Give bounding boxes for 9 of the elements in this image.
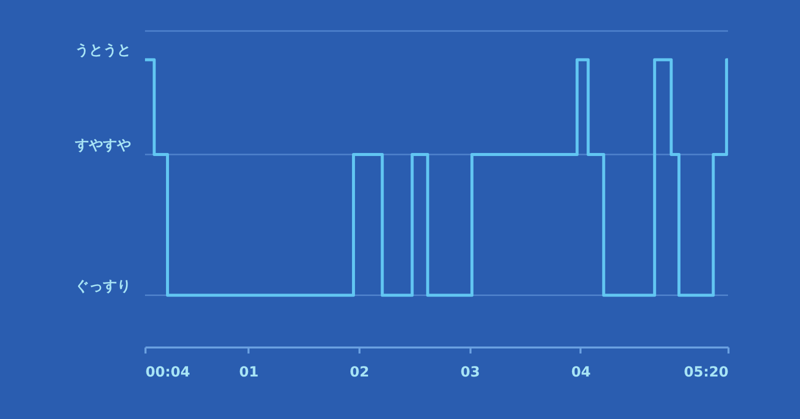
text: すやすや: [74, 136, 131, 153]
x-tick-label: 01: [239, 364, 259, 380]
x-tick-label: 02: [350, 364, 370, 380]
x-tick-label: 04: [571, 364, 591, 380]
text: ぐっすり: [75, 277, 131, 294]
text: うとうと: [75, 42, 131, 59]
x-tick-label: 03: [460, 364, 480, 380]
x-tick-label: 00:04: [146, 364, 190, 380]
x-tick-label: 05:20: [684, 364, 729, 380]
